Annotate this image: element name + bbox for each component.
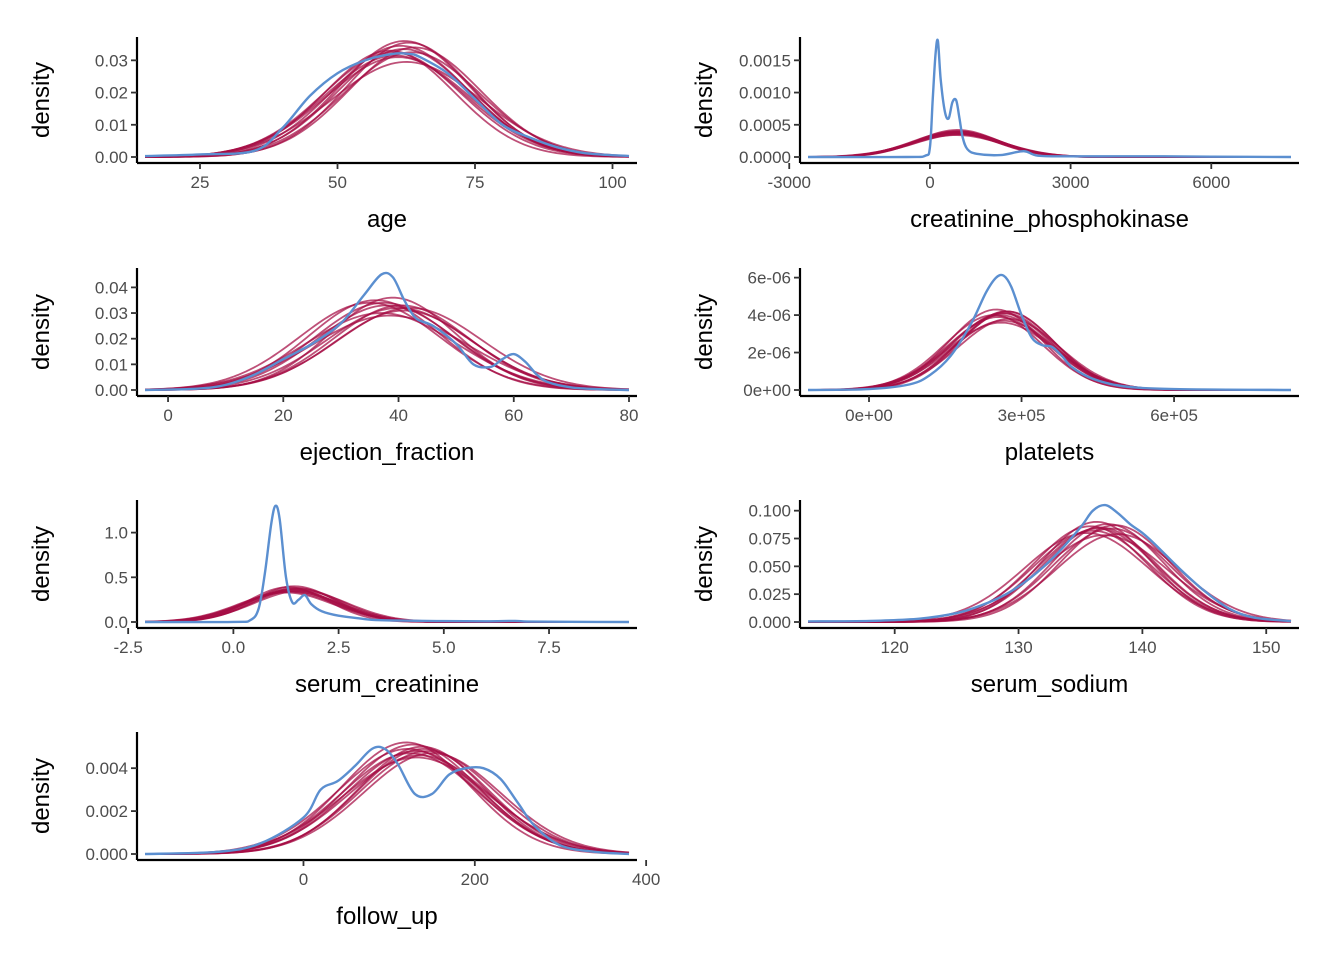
panel-serum-sodium: 120 130 140 150 0.000 0.025 0.050 0.075 0.100 ser… [691,500,1299,698]
x-tick-label: 7.5 [537,638,561,657]
y-tick-label: 0.0 [104,613,128,632]
observed-density-line [144,271,630,392]
x-tick-label: 150 [1252,638,1280,657]
x-tick-label: 60 [504,406,523,425]
y-tick-label: 0.04 [95,278,128,297]
observed-density-line [807,273,1292,392]
x-tick-label: 0.0 [222,638,246,657]
x-tick-label: -2.5 [114,638,143,657]
y-tick-label: 0.02 [95,84,128,103]
y-axis-title: density [691,62,718,138]
observed-density-line [807,38,1292,159]
panels: 25 50 75 1000.000.010.020.03agedensity-3000… [28,37,1299,930]
x-tick-label: 0 [163,406,172,425]
y-axis-title: density [691,294,718,370]
y-tick-label: 1.0 [104,524,128,543]
y-tick-label: 0.01 [95,355,128,374]
x-tick-label: 6000 [1192,173,1230,192]
x-axis-title: ejection_fraction [300,439,475,466]
x-tick-label: 0e+00 [845,406,893,425]
panel-age: 25 50 75 100 0.00 0.01 0.02 0.03 age density [28,37,637,233]
y-tick-label: 0.02 [95,330,128,349]
x-tick-label: 3000 [1052,173,1090,192]
y-tick-label: 4e-06 [748,306,791,325]
x-tick-label: 5.0 [432,638,456,657]
observed-density-line [144,745,630,856]
y-tick-label: 0.000 [85,845,128,864]
x-tick-label: 130 [1004,638,1032,657]
y-tick-label: 0.01 [95,116,128,135]
y-axis-title: density [28,758,55,834]
y-tick-label: 0.00 [95,381,128,400]
x-tick-label: 0 [299,870,308,889]
y-tick-label: 0.5 [104,568,128,587]
x-axis-title: follow_up [336,903,437,930]
observed-density-line [807,503,1292,623]
x-tick-label: 3e+05 [998,406,1046,425]
x-tick-label: 40 [389,406,408,425]
x-tick-label: 20 [274,406,293,425]
x-tick-label: 2.5 [327,638,351,657]
x-tick-label: 50 [328,173,347,192]
panel-creatinine-phosphokinase: -3000 0 3000 6000 0.0000 0.0005 0.0010 0.0015 cr… [691,37,1299,233]
y-tick-label: 0.000 [748,613,791,632]
x-tick-label: 6e+05 [1150,406,1198,425]
x-axis-title: serum_sodium [971,671,1128,698]
x-axis-title: serum_creatinine [295,671,479,698]
y-axis-title: density [691,526,718,602]
y-tick-label: 0.050 [748,557,791,576]
y-tick-label: 0.025 [748,585,791,604]
y-tick-label: 0.002 [85,802,128,821]
x-tick-label: 25 [191,173,210,192]
x-tick-label: 100 [598,173,626,192]
y-axis-title: density [28,62,55,138]
x-tick-label: -3000 [768,173,811,192]
x-tick-label: 140 [1128,638,1156,657]
y-tick-label: 6e-06 [748,269,791,288]
replicated-density-line [144,307,630,391]
y-tick-label: 0.0000 [739,148,791,167]
y-tick-label: 0.0005 [739,116,791,135]
y-tick-label: 2e-06 [748,344,791,363]
y-tick-label: 0.03 [95,51,128,70]
y-tick-label: 0.03 [95,304,128,323]
panel-serum-creatinine: -2.5 0.0 2.5 5.0 7.5 0.0 0.5 1.0 serum_creatinin… [28,500,637,698]
replicated-density-line [144,314,630,391]
y-tick-label: 0e+00 [743,381,791,400]
y-tick-label: 0.0010 [739,84,791,103]
y-tick-label: 0.00 [95,148,128,167]
y-axis-title: density [28,526,55,602]
x-tick-label: 400 [632,870,660,889]
y-axis-title: density [28,294,55,370]
x-tick-label: 120 [881,638,909,657]
observed-density-line [144,52,630,158]
x-tick-label: 80 [620,406,639,425]
y-tick-label: 0.0015 [739,51,791,70]
y-tick-label: 0.004 [85,759,128,778]
observed-density-line [144,504,630,624]
replicated-density-line [144,301,630,391]
x-tick-label: 75 [466,173,485,192]
replicated-density-line [808,527,1292,623]
y-tick-label: 0.100 [748,502,791,521]
panel-follow-up: 0 200 400 0.000 0.002 0.004 follow_up density [28,732,660,930]
x-tick-label: 200 [461,870,489,889]
x-axis-title: platelets [1005,439,1094,466]
y-tick-label: 0.075 [748,530,791,549]
x-tick-label: 0 [925,173,934,192]
panel-platelets: 0e+00 3e+05 6e+05 0e+00 2e-06 4e-06 6e-06 plate… [691,268,1299,466]
panel-ejection-fraction: 0 20 40 60 80 0.00 0.01 0.02 0.03 0.04 ejection_fr… [28,268,638,466]
x-axis-title: age [367,206,407,233]
x-axis-title: creatinine_phosphokinase [910,206,1189,233]
